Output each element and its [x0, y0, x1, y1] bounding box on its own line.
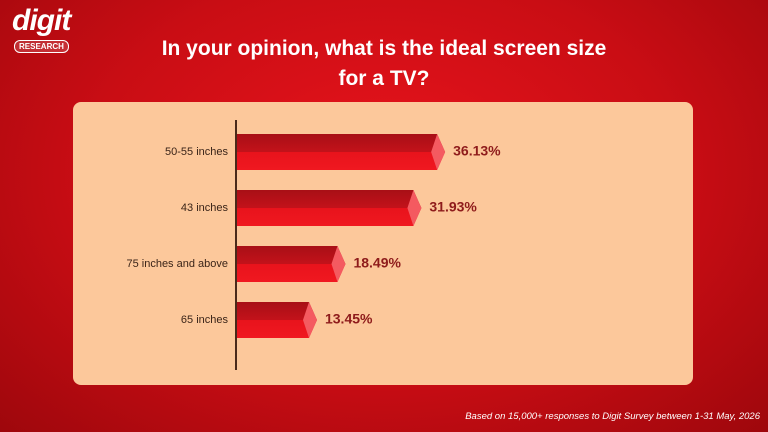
- value-label: 18.49%: [353, 255, 401, 271]
- brand-tag: RESEARCH: [14, 40, 69, 53]
- bar: [237, 302, 317, 338]
- category-label: 50-55 inches: [165, 146, 228, 158]
- bar-cap: [431, 134, 446, 170]
- footnote: Based on 15,000+ responses to Digit Surv…: [465, 411, 760, 422]
- bar: [237, 134, 446, 170]
- category-label: 75 inches and above: [126, 258, 228, 270]
- bar-cap: [302, 302, 317, 338]
- value-label: 31.93%: [429, 199, 477, 215]
- value-label: 36.13%: [453, 143, 501, 159]
- bar-cap: [331, 246, 346, 282]
- brand-name: digit: [12, 4, 71, 37]
- category-label: 65 inches: [181, 314, 229, 326]
- bar: [237, 246, 346, 282]
- bar: [237, 190, 422, 226]
- bar-cap: [407, 190, 422, 226]
- category-label: 43 inches: [181, 202, 229, 214]
- value-label: 13.45%: [325, 311, 373, 327]
- chart-title: In your opinion, what is the ideal scree…: [161, 37, 607, 90]
